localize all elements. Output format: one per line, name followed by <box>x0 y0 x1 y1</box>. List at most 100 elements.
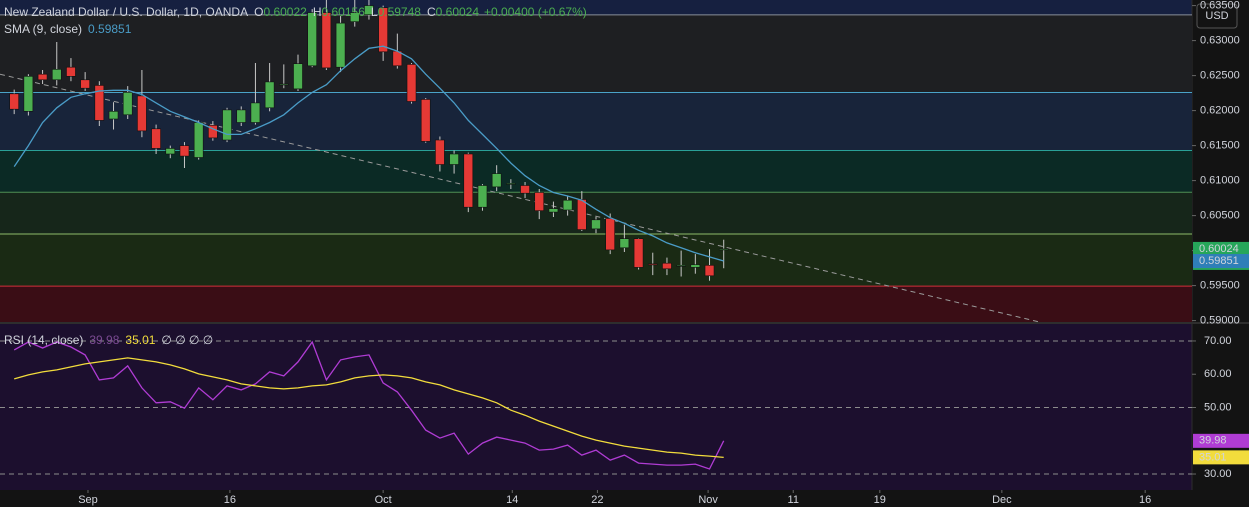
x-tick-label: Oct <box>375 494 392 506</box>
candle-body <box>449 153 459 165</box>
y-tick-label: 50.00 <box>1204 401 1232 413</box>
candle-body <box>250 102 261 123</box>
series-line <box>13 45 724 262</box>
candle-body <box>378 7 388 53</box>
candle-body <box>51 69 62 81</box>
candle-body <box>364 5 374 15</box>
level-band <box>0 286 1192 322</box>
indicator-value: 39.98 <box>89 333 119 347</box>
y-tick-label: 0.62000 <box>1200 105 1240 117</box>
candle-body <box>94 85 105 121</box>
y-tick-label: 60.00 <box>1204 368 1232 380</box>
indicator-status: ∅ ∅ ∅ ∅ <box>161 333 213 347</box>
ohlc-value: 0.59748 <box>378 5 422 19</box>
candle-body <box>591 219 601 230</box>
candle-body <box>293 63 303 90</box>
y-tick-label: 0.63000 <box>1200 35 1240 47</box>
candle-body <box>137 95 147 132</box>
candle-body <box>236 109 247 123</box>
candle-body <box>435 139 445 165</box>
candle-body <box>562 199 573 211</box>
candle-body <box>548 208 559 213</box>
ohlc-prefix: O <box>254 5 263 19</box>
x-tick-label: 16 <box>1139 494 1151 506</box>
x-tick-label: Sep <box>78 494 98 506</box>
time-axis <box>0 490 1192 507</box>
price-tag-label: 0.59851 <box>1199 255 1239 267</box>
indicator-name: RSI (14, close) <box>4 333 83 347</box>
price-tag-label: 35.01 <box>1199 451 1227 463</box>
y-tick-label: 0.59000 <box>1200 315 1240 327</box>
legend: RSI (14, close) 39.98 35.01 ∅ ∅ ∅ ∅ <box>4 333 213 347</box>
candle-body <box>491 173 502 188</box>
ohlc-prefix: H <box>313 5 322 19</box>
x-tick-label: 19 <box>874 494 886 506</box>
y-tick-label: 0.63500 <box>1200 0 1240 12</box>
legend: New Zealand Dollar / U.S. Dollar, 1D, OA… <box>4 5 587 19</box>
candle-body <box>208 125 218 139</box>
candle-body <box>179 145 190 157</box>
y-tick-label: 70.00 <box>1204 335 1232 347</box>
currency-label[interactable]: USD <box>1205 10 1228 22</box>
symbol-title: New Zealand Dollar / U.S. Dollar, 1D, OA… <box>4 5 248 19</box>
price-tag <box>1193 433 1249 448</box>
series-line <box>14 357 724 459</box>
ohlc-value: 0.60022 <box>263 5 307 19</box>
x-tick-label: 16 <box>224 494 236 506</box>
price-tag-label: 39.98 <box>1199 435 1227 447</box>
candle-body <box>80 79 90 89</box>
ohlc-value: 0.60024 <box>436 5 480 19</box>
candle-body <box>463 153 474 208</box>
candle-body <box>619 238 630 249</box>
candle-body <box>534 192 545 212</box>
x-tick-label: Dec <box>992 494 1012 506</box>
candle-body <box>647 263 658 266</box>
series-line <box>13 340 725 470</box>
candle-body <box>349 12 360 22</box>
ohlc-value: 0.60156 <box>322 5 366 19</box>
price-tag-label: 0.60024 <box>1199 243 1239 255</box>
legend: SMA (9, close) 0.59851 <box>4 22 132 36</box>
candle-body <box>66 66 76 77</box>
x-tick-label: Nov <box>698 494 718 506</box>
level-band <box>0 92 1192 151</box>
candle-body <box>335 22 346 68</box>
candle-body <box>321 12 332 69</box>
candle-body <box>307 12 317 67</box>
candle-body <box>264 81 275 109</box>
candle-body <box>662 262 672 270</box>
candle-body <box>577 199 587 230</box>
x-tick-label: 11 <box>788 494 799 506</box>
y-tick-label: 30.00 <box>1204 468 1232 480</box>
candle-body <box>477 185 488 208</box>
x-tick-label: 22 <box>591 494 603 506</box>
plot <box>0 0 1192 475</box>
candle-body <box>222 109 232 141</box>
candle-body <box>704 264 715 277</box>
candle-body <box>279 83 289 86</box>
y-tick-label: 0.60500 <box>1200 210 1240 222</box>
candle-body <box>506 183 516 185</box>
candle-body <box>23 76 34 112</box>
candle-body <box>122 92 133 116</box>
candle-body <box>37 73 48 81</box>
candle-body <box>151 128 161 149</box>
level-band <box>0 14 1192 93</box>
price-tag <box>1193 450 1249 465</box>
level-band <box>0 150 1192 193</box>
candle-body <box>420 99 431 142</box>
candle-body <box>605 218 615 251</box>
candle-body <box>690 264 701 268</box>
indicator-value: 0.59851 <box>88 22 132 36</box>
candle-body <box>193 122 204 158</box>
level-band <box>0 233 1192 287</box>
y-tick-label: 0.61500 <box>1200 140 1240 152</box>
change-label: +0.00400 (+0.67%) <box>484 5 587 19</box>
x-tick-label: 14 <box>506 494 518 506</box>
candle-body <box>9 93 19 110</box>
ohlc-prefix: C <box>427 5 436 19</box>
candle-body <box>108 111 119 120</box>
ohlc-prefix: L <box>371 5 378 19</box>
currency-button[interactable] <box>1196 3 1238 29</box>
